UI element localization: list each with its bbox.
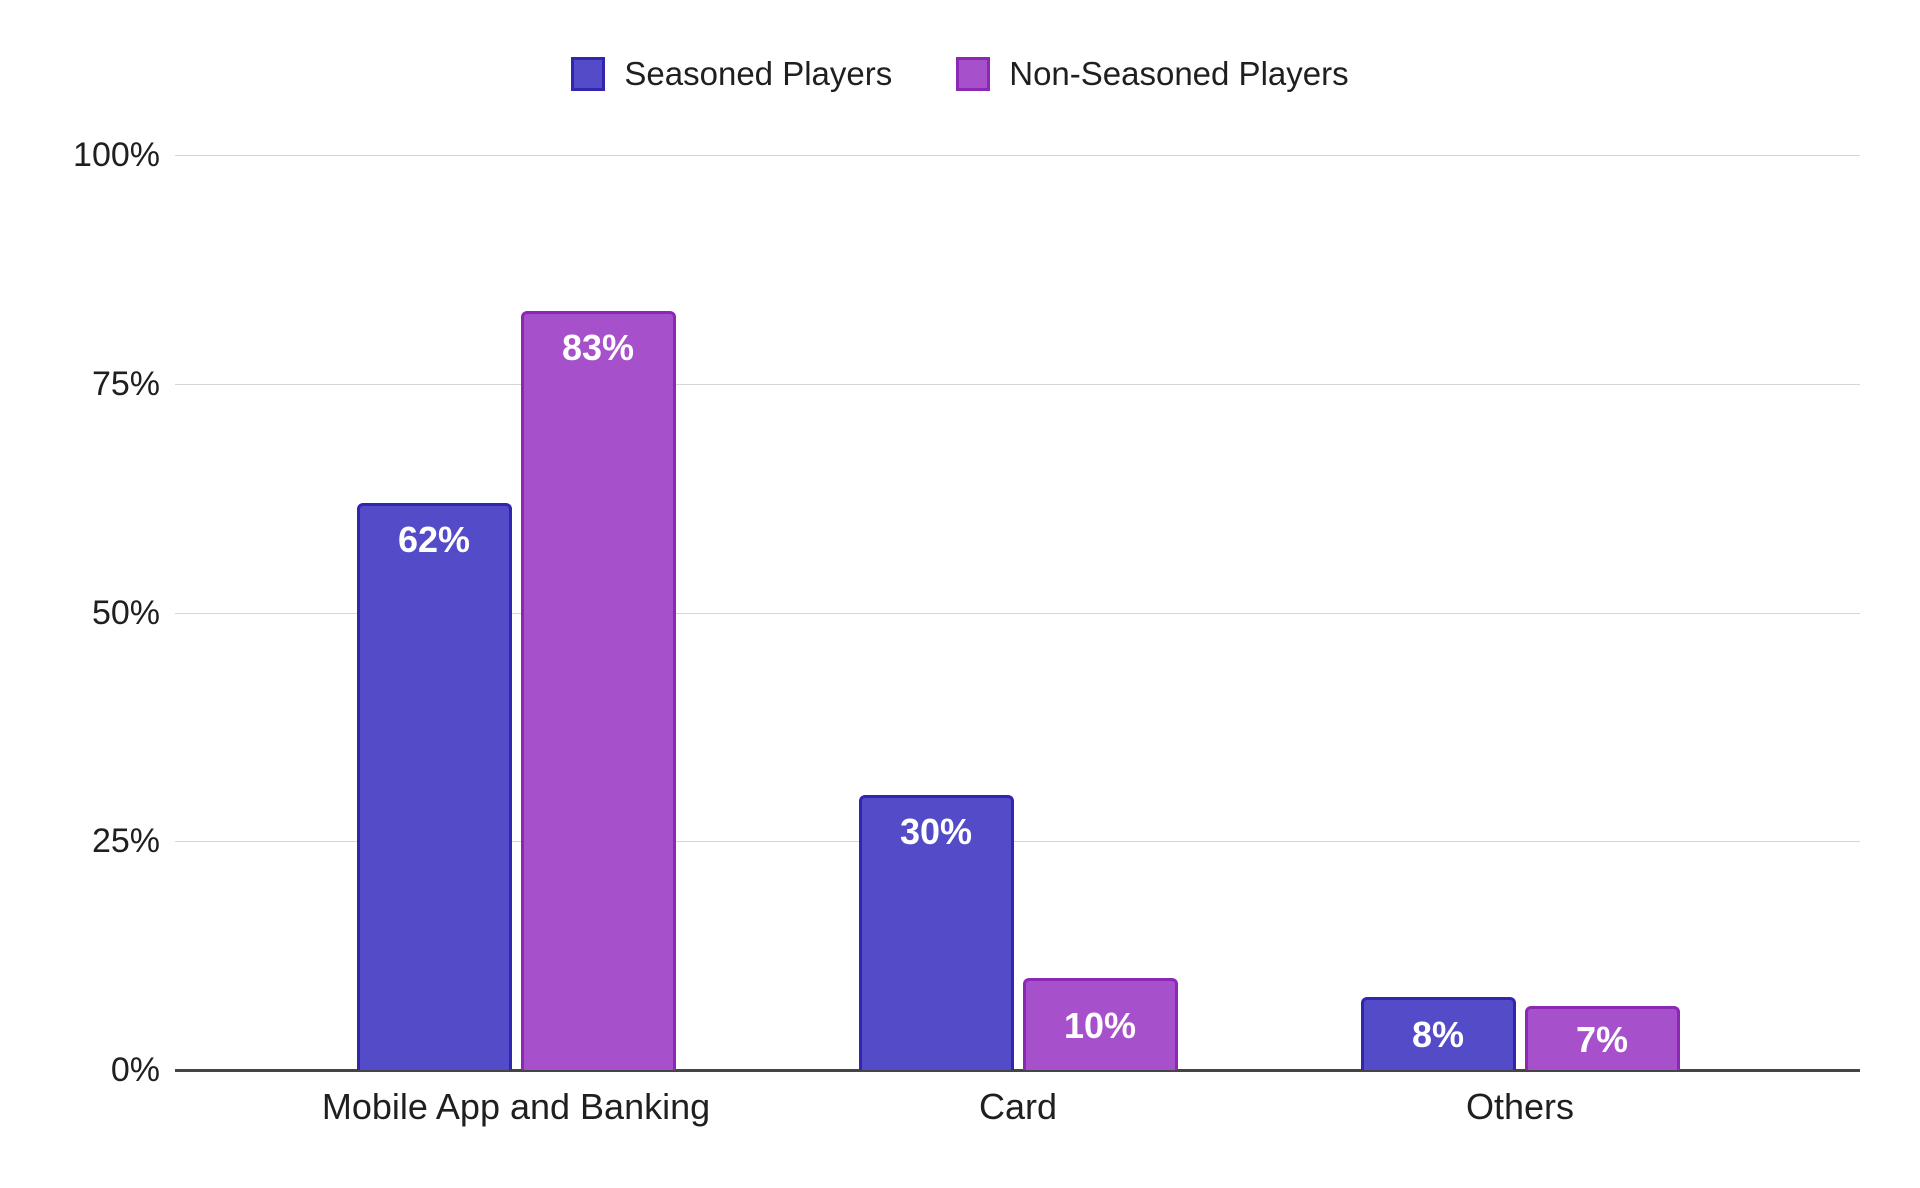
bar-value-label: 30%	[899, 811, 973, 852]
gridline	[175, 841, 1860, 842]
x-axis-category-label: Card	[978, 1086, 1058, 1127]
bar-non-seasoned: 10%	[1022, 978, 1178, 1070]
y-axis-tick-label: 0%	[110, 1051, 160, 1089]
gridline	[175, 155, 1860, 156]
bar-seasoned: 62%	[356, 503, 512, 1070]
y-axis-tick-label: 25%	[91, 822, 160, 860]
gridline	[175, 613, 1860, 614]
bar-group: 30% 10%	[858, 795, 1178, 1070]
gridline	[175, 384, 1860, 385]
legend-swatch-icon	[571, 57, 606, 91]
y-axis-tick-label: 100%	[73, 136, 160, 174]
bar-non-seasoned: 7%	[1524, 1006, 1680, 1070]
bar-non-seasoned: 83%	[520, 311, 676, 1070]
x-axis-baseline	[175, 1069, 1860, 1072]
x-axis-category-label: Mobile App and Banking	[321, 1086, 711, 1127]
legend-label: Seasoned Players	[624, 55, 893, 92]
legend-swatch-icon	[956, 57, 991, 91]
bar-value-label: 10%	[1063, 1004, 1137, 1046]
bar-group: 8% 7%	[1360, 997, 1680, 1070]
bar-value-label: 83%	[561, 327, 635, 368]
chart-legend: Seasoned Players Non-Seasoned Players	[0, 52, 1920, 96]
y-axis-tick-label: 75%	[91, 365, 160, 403]
bar-seasoned: 8%	[1360, 997, 1516, 1070]
bar-seasoned: 30%	[858, 795, 1014, 1070]
bar-value-label: 62%	[397, 519, 471, 560]
legend-item-non-seasoned: Non-Seasoned Players	[956, 55, 1349, 93]
y-axis-tick-label: 50%	[91, 594, 160, 632]
bar-group: 62% 83%	[356, 311, 676, 1070]
legend-item-seasoned: Seasoned Players	[571, 55, 892, 93]
x-axis-category-label: Others	[1465, 1086, 1575, 1127]
bar-value-label: 8%	[1411, 1014, 1465, 1055]
legend-label: Non-Seasoned Players	[1009, 55, 1349, 92]
bar-value-label: 7%	[1575, 1018, 1629, 1060]
